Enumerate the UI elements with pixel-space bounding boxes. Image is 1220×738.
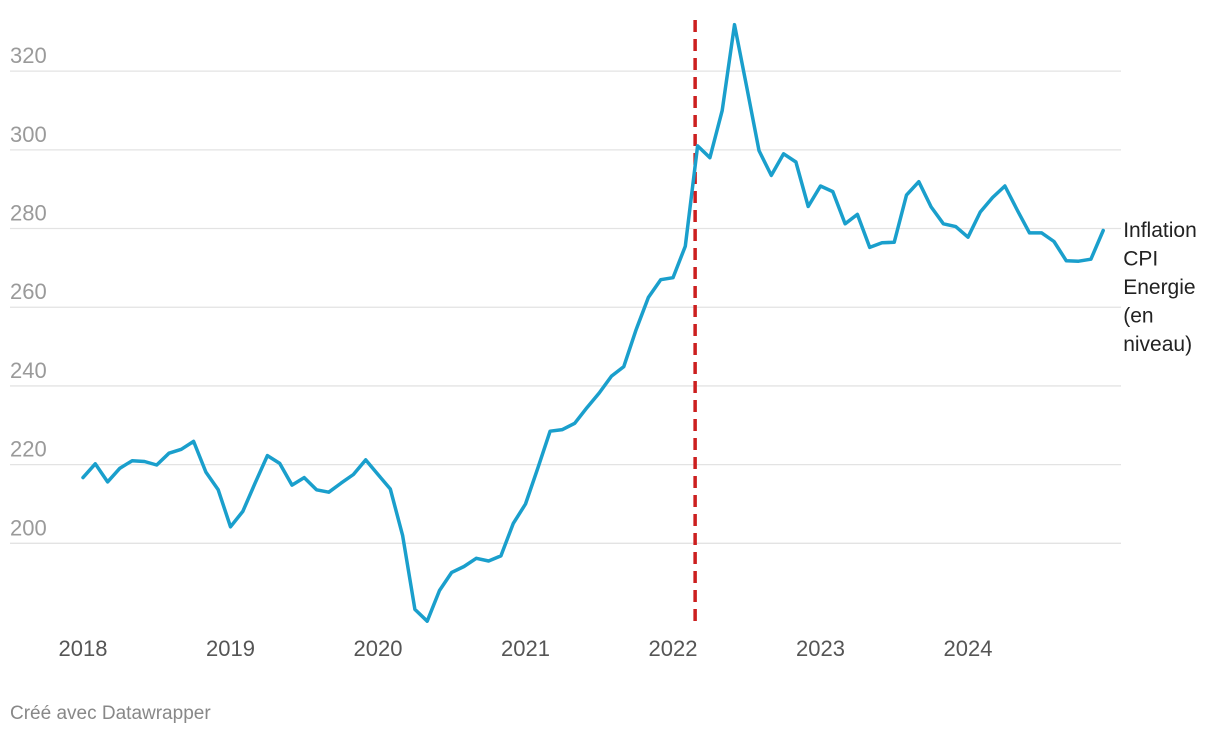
- series-lines: [81, 22, 1105, 623]
- series-label-line: Energie: [1123, 276, 1195, 299]
- series-label-line: CPI: [1123, 248, 1158, 271]
- x-tick-label-2023: 2023: [796, 636, 845, 661]
- x-tick-label-2019: 2019: [206, 636, 255, 661]
- series-line-0: [81, 22, 1105, 623]
- x-tick-label-2021: 2021: [501, 636, 550, 661]
- y-tick-label-280: 280: [10, 201, 47, 226]
- credit-text: Créé avec Datawrapper: [10, 703, 211, 724]
- x-tick-label-2018: 2018: [59, 636, 108, 661]
- series-label-line: niveau): [1123, 333, 1192, 356]
- y-tick-label-320: 320: [10, 43, 47, 68]
- y-tick-label-300: 300: [10, 122, 47, 147]
- y-tick-label-240: 240: [10, 358, 47, 383]
- series-label-line: Inflation: [1123, 219, 1197, 242]
- series-labels: Inflation CPI Energie (en niveau): [1123, 219, 1197, 356]
- x-tick-label-2022: 2022: [649, 636, 698, 661]
- x-tick-label-2024: 2024: [944, 636, 993, 661]
- y-axis-ticks: 200 220 240 260 280 300 320: [10, 43, 47, 540]
- series-label-0: Inflation CPI Energie (en niveau): [1123, 219, 1197, 356]
- x-tick-label-2020: 2020: [354, 636, 403, 661]
- y-tick-label-220: 220: [10, 437, 47, 462]
- y-tick-label-260: 260: [10, 279, 47, 304]
- x-axis-ticks: 2018 2019 2020 2021 2022 2023 2024: [59, 636, 993, 661]
- y-tick-label-200: 200: [10, 515, 47, 540]
- grid-lines: [10, 70, 1121, 544]
- series-label-line: (en: [1123, 305, 1153, 328]
